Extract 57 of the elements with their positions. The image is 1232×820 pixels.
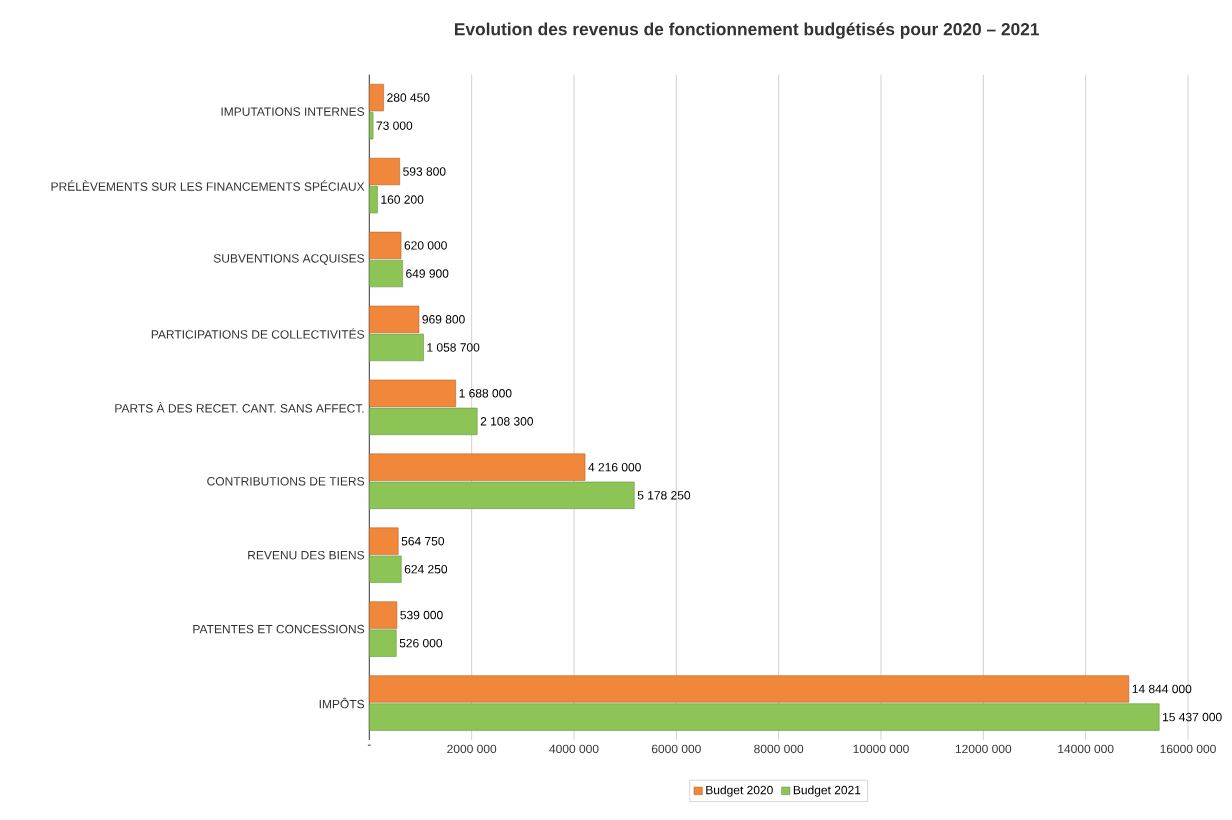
x-tick-label: 14000 000 bbox=[1058, 744, 1114, 754]
legend-label: Budget 2020 bbox=[706, 785, 773, 797]
x-tick-label: 6000 000 bbox=[651, 744, 701, 754]
x-tick-label: - bbox=[367, 744, 371, 746]
x-tick-label: 10000 000 bbox=[853, 744, 909, 754]
data-label: 4 216 000 bbox=[588, 462, 641, 472]
bar bbox=[369, 305, 420, 333]
y-tick-label: REVENU DES BIENS bbox=[248, 550, 365, 560]
bar bbox=[369, 453, 586, 481]
y-tick-label: SUBVENTIONS ACQUISES bbox=[213, 254, 365, 265]
bar bbox=[369, 157, 400, 186]
data-label: 649 900 bbox=[406, 269, 449, 278]
data-label: 1 688 000 bbox=[459, 389, 512, 398]
y-tick-label: PARTS À DES RECET. CANT. SANS AFFECT. bbox=[115, 402, 364, 413]
x-tick-label: 2000 000 bbox=[447, 744, 497, 754]
data-label: 14 844 000 bbox=[1132, 684, 1192, 694]
chart-title: Evolution des revenus de fonctionnement budgétisés pour 2020 – 2021 bbox=[455, 22, 1039, 39]
bar bbox=[369, 527, 399, 555]
data-label: 1 058 700 bbox=[427, 343, 480, 352]
data-label: 280 450 bbox=[387, 93, 430, 102]
x-tick-label: 16000 000 bbox=[1160, 744, 1216, 754]
data-label: 564 750 bbox=[401, 536, 445, 546]
bar bbox=[369, 379, 456, 407]
bar bbox=[369, 259, 403, 288]
x-tick-label: 8000 000 bbox=[754, 744, 804, 754]
y-tick-label: IMPUTATIONS INTERNES bbox=[221, 107, 365, 116]
legend-label: Budget 2021 bbox=[793, 785, 861, 797]
data-label: 2 108 300 bbox=[480, 417, 534, 426]
data-label: 620 000 bbox=[404, 241, 447, 250]
x-tick-label: 4000 000 bbox=[549, 744, 599, 754]
bar bbox=[369, 703, 1160, 731]
data-label: 526 000 bbox=[399, 638, 443, 648]
data-label: 5 178 250 bbox=[637, 491, 691, 500]
data-label: 73 000 bbox=[376, 121, 413, 130]
data-label: 160 200 bbox=[381, 195, 424, 204]
bar bbox=[369, 481, 635, 509]
data-label: 969 800 bbox=[422, 315, 465, 324]
data-label: 624 250 bbox=[404, 564, 448, 574]
bar bbox=[369, 231, 402, 260]
bar bbox=[369, 407, 478, 435]
bar bbox=[369, 333, 424, 362]
bar bbox=[369, 112, 374, 140]
bar bbox=[369, 629, 397, 657]
bar bbox=[369, 555, 402, 583]
y-tick-label: PARTICIPATIONS DE COLLECTIVITÉS bbox=[151, 328, 365, 339]
bar bbox=[369, 675, 1130, 703]
y-tick-label: PATENTES ET CONCESSIONS bbox=[193, 624, 365, 634]
y-tick-label: PRÉLÈVEMENTS SUR LES FINANCEMENTS SPÉCIAUX bbox=[51, 180, 365, 191]
bar bbox=[369, 601, 398, 629]
data-label: 593 800 bbox=[403, 167, 446, 176]
y-tick-label: IMPÔTS bbox=[319, 697, 365, 709]
x-tick-label: 12000 000 bbox=[955, 744, 1012, 754]
data-label: 539 000 bbox=[400, 610, 443, 620]
data-label: 15 437 000 bbox=[1163, 712, 1222, 722]
y-tick-label: CONTRIBUTIONS DE TIERS bbox=[207, 477, 365, 486]
bar bbox=[369, 83, 384, 112]
bar bbox=[369, 185, 378, 214]
